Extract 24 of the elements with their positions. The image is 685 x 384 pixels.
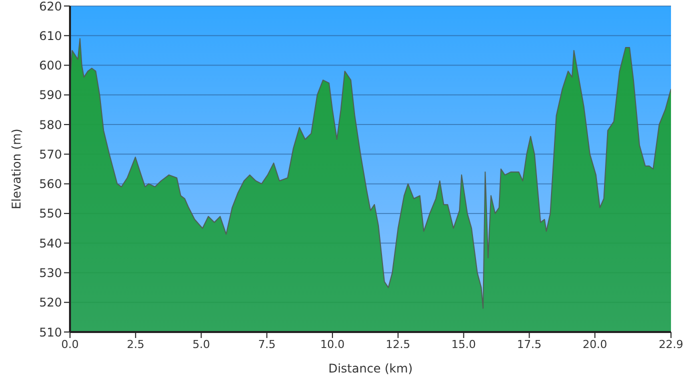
y-tick-label: 590 [39, 88, 62, 102]
y-tick-label: 560 [39, 177, 62, 192]
x-tick-label: 7.5 [258, 338, 276, 351]
x-tick-label: 17.5 [517, 338, 542, 351]
y-tick-label: 580 [39, 118, 62, 132]
x-tick-label: 0.0 [61, 338, 79, 351]
x-tick-label: 10.0 [320, 338, 345, 351]
y-tick-label: 610 [39, 28, 62, 43]
x-tick-label: 12.5 [386, 338, 410, 351]
y-tick-label: 550 [39, 206, 62, 221]
y-tick-label: 620 [39, 0, 62, 14]
y-tick-label: 540 [39, 236, 62, 250]
x-tick-label: 22.9 [658, 338, 684, 351]
y-tick-label: 570 [39, 147, 62, 162]
x-tick-label: 5.0 [192, 338, 210, 351]
y-tick-label: 600 [39, 58, 62, 73]
x-axis-title: Distance (km) [328, 362, 413, 376]
y-tick-label: 520 [39, 296, 62, 310]
x-tick-label: 2.5 [126, 338, 144, 351]
x-tick-label: 15.0 [451, 338, 476, 351]
y-axis-title: Elevation (m) [9, 128, 24, 210]
y-tick-label: 530 [39, 266, 62, 280]
x-tick-label: 20.0 [582, 338, 608, 351]
y-tick-label: 510 [39, 325, 62, 340]
